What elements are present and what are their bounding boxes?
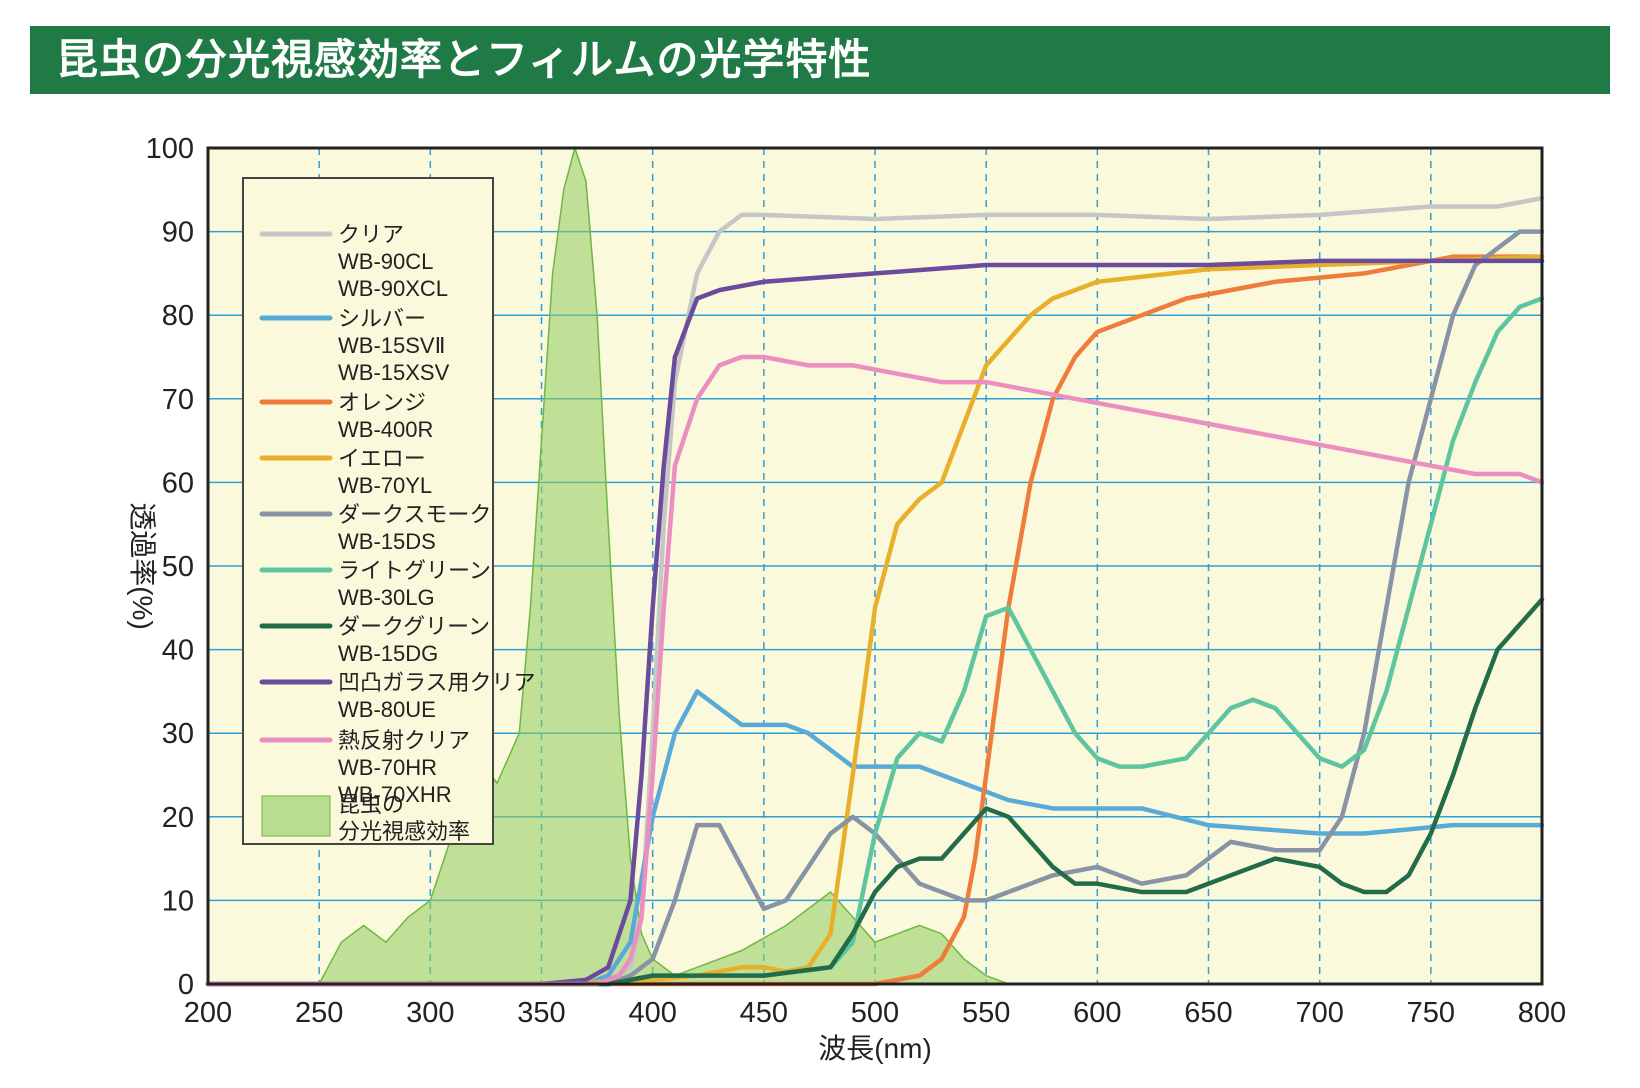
x-tick-label: 350 [517,997,565,1029]
x-tick-label: 250 [295,997,343,1029]
legend-label: オレンジ [338,390,426,415]
legend-label: WB-30LG [338,585,435,610]
y-tick-label: 40 [162,635,194,667]
x-tick-label: 700 [1295,997,1343,1029]
legend-label: 分光視感効率 [338,819,470,844]
x-tick-label: 650 [1184,997,1232,1029]
x-tick-label: 550 [962,997,1010,1029]
legend-label: 熱反射クリア [338,728,470,753]
x-tick-label: 800 [1518,997,1566,1029]
legend-label: WB-90XCL [338,276,448,301]
legend-label: WB-15XSV [338,360,450,385]
legend-label: ダークグリーン [338,614,490,639]
y-tick-label: 90 [162,217,194,249]
y-tick-label: 100 [146,133,194,165]
x-tick-label: 200 [184,997,232,1029]
y-tick-label: 80 [162,300,194,332]
legend-label: シルバー [338,306,426,331]
legend-label: WB-70HR [338,755,437,780]
y-tick-label: 0 [178,969,194,1001]
series-line [205,229,1545,987]
legend-label: WB-70XHR [338,782,452,807]
y-tick-label: 50 [162,551,194,583]
x-tick-label: 750 [1407,997,1455,1029]
x-tick-label: 400 [628,997,676,1029]
x-tick-label: 600 [1073,997,1121,1029]
x-tick-label: 450 [740,997,788,1029]
legend-label: 昆虫の [338,792,404,817]
series-line [205,254,1545,987]
legend-label: WB-400R [338,417,433,442]
series-line [205,296,1545,987]
legend-label: WB-90CL [338,249,433,274]
legend-swatch-area [261,795,331,837]
y-tick-label: 30 [162,718,194,750]
series-line [205,689,1545,987]
x-axis-label: 波長(nm) [818,1033,932,1064]
title-banner: 昆虫の分光視感効率とフィルムの光学特性 [30,26,1610,94]
y-axis-label: 透過率(%) [127,502,158,630]
plot-frame [206,146,1544,986]
legend-box [242,177,494,845]
insect-sensitivity-area [208,145,1009,985]
legend-label: ライトグリーン [338,558,491,583]
legend-label: ダークスモーク [338,502,491,527]
legend-label: WB-15DG [338,641,438,666]
legend-label: WB-80UE [338,697,436,722]
legend-label: クリア [338,222,404,247]
y-tick-label: 10 [162,885,194,917]
series-line [205,254,1545,987]
y-tick-label: 70 [162,384,194,416]
y-tick-label: 20 [162,802,194,834]
series-line [205,258,1545,987]
insect-sensitivity-fill [208,145,1009,985]
series-lines [205,195,1545,987]
legend-label: WB-15SVⅡ [338,333,445,358]
legend-label: イエロー [338,446,426,471]
series-line [205,597,1545,987]
x-tick-label: 500 [851,997,899,1029]
series-line [205,354,1545,987]
page-title: 昆虫の分光視感効率とフィルムの光学特性 [56,35,872,84]
x-tick-label: 300 [406,997,454,1029]
legend-label: 凹凸ガラス用クリア [338,670,536,695]
legend-label: WB-70YL [338,473,432,498]
legend-label: WB-15DS [338,529,436,554]
y-tick-label: 60 [162,467,194,499]
axis-ticks: 0 10 20 30 40 50 60 70 80 90 100 200 250 300 350 400 450… [146,133,1567,1029]
